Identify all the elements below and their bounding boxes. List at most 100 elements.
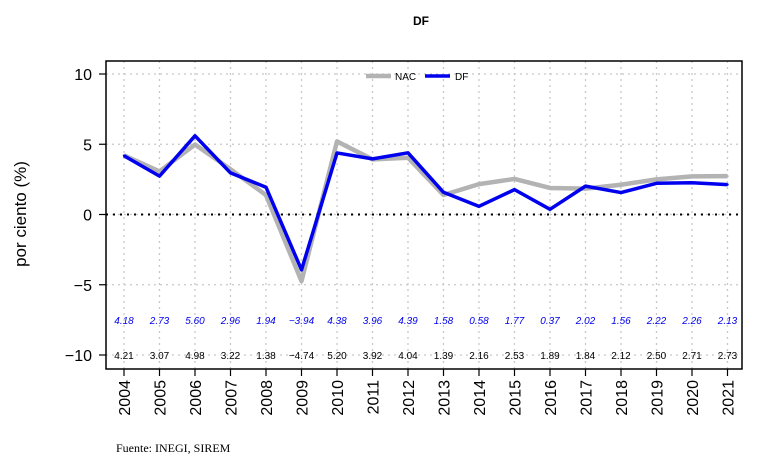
series-line-df	[123, 134, 728, 272]
legend-label-df: DF	[455, 72, 468, 83]
data-label-df-2021: 2.13	[717, 316, 738, 327]
data-label-nac-2005: 3.07	[150, 351, 170, 362]
x-tick-label-2013: 2013	[437, 380, 454, 416]
data-label-nac-2014: 2.16	[469, 351, 489, 362]
data-label-df-2007: 2.96	[220, 316, 241, 327]
data-label-df-2017: 2.02	[575, 316, 596, 327]
data-point-nac-2019	[655, 178, 658, 181]
data-label-df-2019: 2.22	[646, 316, 667, 327]
data-point-df-2020	[690, 181, 694, 184]
data-label-nac-2008: 1.38	[256, 351, 276, 362]
y-axis-label: por ciento (%)	[11, 161, 30, 267]
legend: NAC DF	[366, 72, 468, 83]
data-point-nac-2020	[690, 175, 694, 178]
data-label-nac-2017: 1.84	[576, 351, 596, 362]
data-point-df-2012	[406, 151, 410, 155]
grid-lines	[106, 61, 742, 369]
data-point-nac-2010	[335, 140, 339, 143]
x-tick-label-2021: 2021	[721, 380, 738, 416]
data-point-df-2005	[158, 174, 161, 178]
data-label-nac-2016: 1.89	[540, 351, 560, 362]
data-point-df-2014	[477, 205, 481, 208]
data-label-nac-2013: 1.39	[434, 351, 454, 362]
data-label-df-2004: 4.18	[114, 316, 134, 327]
x-axis: 2004 2005 2006 2007 2008 2009 2010 2011 2012 2013…	[117, 369, 738, 416]
series-line-nac	[123, 139, 728, 284]
x-tick-label-2020: 2020	[685, 380, 702, 416]
x-tick-label-2016: 2016	[543, 380, 560, 416]
x-tick-label-2009: 2009	[295, 380, 312, 416]
data-point-nac-2018	[619, 183, 623, 186]
x-tick-label-2008: 2008	[259, 380, 276, 416]
data-label-df-2015: 1.77	[505, 316, 525, 327]
legend-label-nac: NAC	[395, 72, 416, 83]
data-point-nac-2008	[264, 193, 268, 197]
data-point-df-2004	[122, 154, 126, 157]
data-point-df-2008	[264, 186, 268, 189]
data-label-nac-2004: 4.21	[114, 351, 134, 362]
data-point-nac-2021	[726, 174, 729, 178]
data-point-df-2017	[584, 184, 587, 188]
data-label-nac-2018: 2.12	[611, 351, 631, 362]
data-point-nac-2012	[406, 156, 410, 159]
data-point-nac-2006	[193, 143, 197, 146]
data-point-nac-2015	[513, 177, 516, 181]
x-tick-label-2014: 2014	[472, 380, 489, 416]
data-label-df-2018: 1.56	[611, 316, 631, 327]
data-label-df-2013: 1.58	[434, 316, 454, 327]
data-label-nac-2007: 3.22	[221, 351, 241, 362]
x-tick-label-2010: 2010	[330, 380, 347, 416]
data-point-df-2007	[229, 171, 232, 175]
data-point-nac-2016	[548, 186, 552, 190]
data-point-df-2006	[193, 134, 197, 138]
data-point-df-2015	[513, 188, 516, 191]
data-point-df-2019	[655, 182, 658, 185]
x-tick-label-2017: 2017	[579, 380, 596, 416]
x-tick-label-2005: 2005	[153, 380, 170, 416]
series-lines	[122, 134, 729, 284]
x-tick-label-2004: 2004	[117, 380, 134, 416]
data-point-nac-2005	[158, 170, 161, 173]
data-label-nac-2019: 2.50	[647, 351, 667, 362]
x-tick-label-2007: 2007	[224, 380, 241, 416]
data-label-df-2014: 0.58	[469, 316, 489, 327]
data-label-nac-2009: −4.74	[289, 351, 315, 362]
data-label-df-2016: 0.37	[540, 316, 560, 327]
data-point-nac-2009	[300, 279, 303, 283]
data-label-df-2010: 4.38	[327, 316, 347, 327]
data-label-nac-2012: 4.04	[398, 351, 418, 362]
x-tick-label-2019: 2019	[650, 380, 667, 416]
data-label-df-2005: 2.73	[149, 316, 170, 327]
data-label-nac-2021: 2.73	[718, 351, 738, 362]
y-tick-label-10: 10	[74, 67, 92, 84]
data-point-df-2009	[300, 268, 303, 272]
data-label-df-2008: 1.94	[256, 316, 276, 327]
data-point-df-2013	[442, 191, 445, 194]
data-label-nac-2020: 2.71	[682, 351, 702, 362]
x-tick-label-2011: 2011	[366, 380, 383, 415]
data-point-df-2011	[371, 157, 374, 161]
chart-title: DF	[413, 14, 429, 28]
data-label-df-2009: −3.94	[289, 316, 315, 327]
data-point-df-2021	[726, 183, 729, 186]
data-point-df-2016	[548, 208, 552, 211]
y-tick-label-0: 0	[83, 208, 92, 225]
data-label-nac-2010: 5.20	[327, 351, 347, 362]
data-point-df-2010	[335, 151, 339, 155]
data-label-df-2011: 3.96	[363, 316, 383, 327]
data-label-nac-2015: 2.53	[505, 351, 525, 362]
x-tick-label-2018: 2018	[614, 380, 631, 416]
y-tick-label-5: 5	[83, 137, 92, 154]
x-tick-label-2012: 2012	[401, 380, 418, 416]
data-label-df-2020: 2.26	[681, 316, 702, 327]
y-tick-label--10: −10	[65, 348, 92, 365]
x-tick-label-2006: 2006	[188, 380, 205, 416]
data-label-df-2012: 4.39	[398, 316, 418, 327]
data-point-nac-2014	[477, 182, 481, 186]
y-axis: −10 −5 0 5 10	[65, 67, 106, 365]
data-point-df-2018	[619, 191, 623, 194]
y-tick-label--5: −5	[74, 278, 92, 295]
data-label-df-2006: 5.60	[185, 316, 205, 327]
source-note: Fuente: INEGI, SIREM	[116, 441, 231, 455]
